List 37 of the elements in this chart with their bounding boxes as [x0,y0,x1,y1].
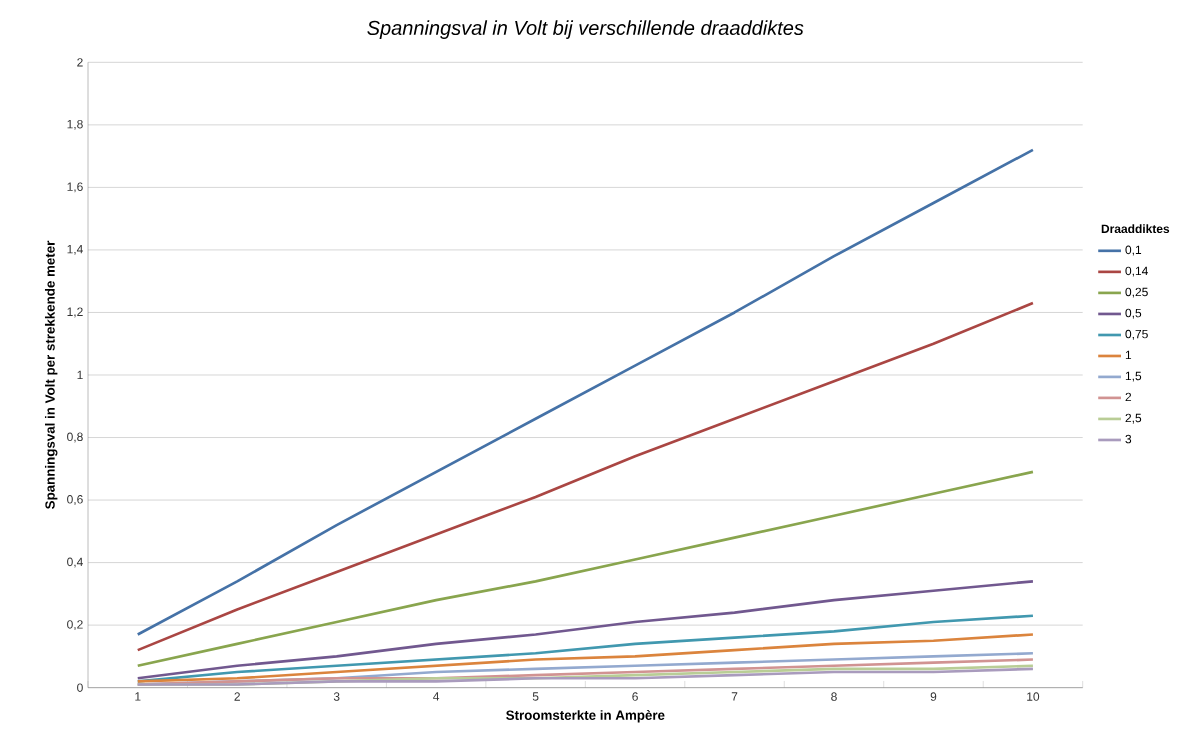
y-tick-label: 2 [77,58,83,67]
legend-label: 0,25 [1125,287,1148,298]
x-tick-label: 10 [1027,692,1040,701]
chart-title: Spanningsval in Volt bij verschillende draaddiktes [367,20,804,39]
y-tick-label: 0,6 [67,495,83,505]
x-tick-label: 9 [930,692,937,701]
y-tick-label: 1,2 [67,307,83,318]
line-series [136,470,1035,668]
y-tick-label: 1,6 [67,182,83,193]
legend-label: 1 [1125,350,1132,360]
line-series [136,580,1035,680]
legend-label: 3 [1125,434,1132,444]
x-tick-label: 1 [135,692,141,701]
x-tick-label: 5 [532,692,539,701]
legend-label: 2,5 [1125,413,1142,424]
legend-label: 0,5 [1125,308,1142,319]
y-tick-label: 1 [77,370,83,380]
legend-label: 0,75 [1125,329,1148,340]
x-axis-title: Stroomsterkte in Ampère [506,710,665,723]
y-tick-label: 0 [77,683,83,692]
legend-label: 1,5 [1125,371,1142,382]
x-tick-label: 4 [433,692,440,701]
x-tick-label: 8 [831,692,837,701]
x-tick-label: 7 [731,692,738,701]
x-tick-label: 3 [333,692,340,701]
y-tick-label: 0,2 [67,620,83,631]
legend-label: 0,1 [1125,245,1142,256]
y-axis-title: Spanningsval in Volt per strekkende meter [44,240,58,509]
y-tick-label: 0,4 [67,557,83,568]
y-tick-label: 0,8 [67,432,83,443]
y-tick-label: 1,8 [67,119,83,130]
legend-label: 0,14 [1125,266,1148,277]
x-tick-label: 2 [234,692,240,701]
x-tick-label: 6 [632,692,638,701]
y-tick-label: 1,4 [67,245,83,255]
legend-title: Draaddiktes [1101,224,1170,234]
legend-label: 2 [1125,392,1132,402]
